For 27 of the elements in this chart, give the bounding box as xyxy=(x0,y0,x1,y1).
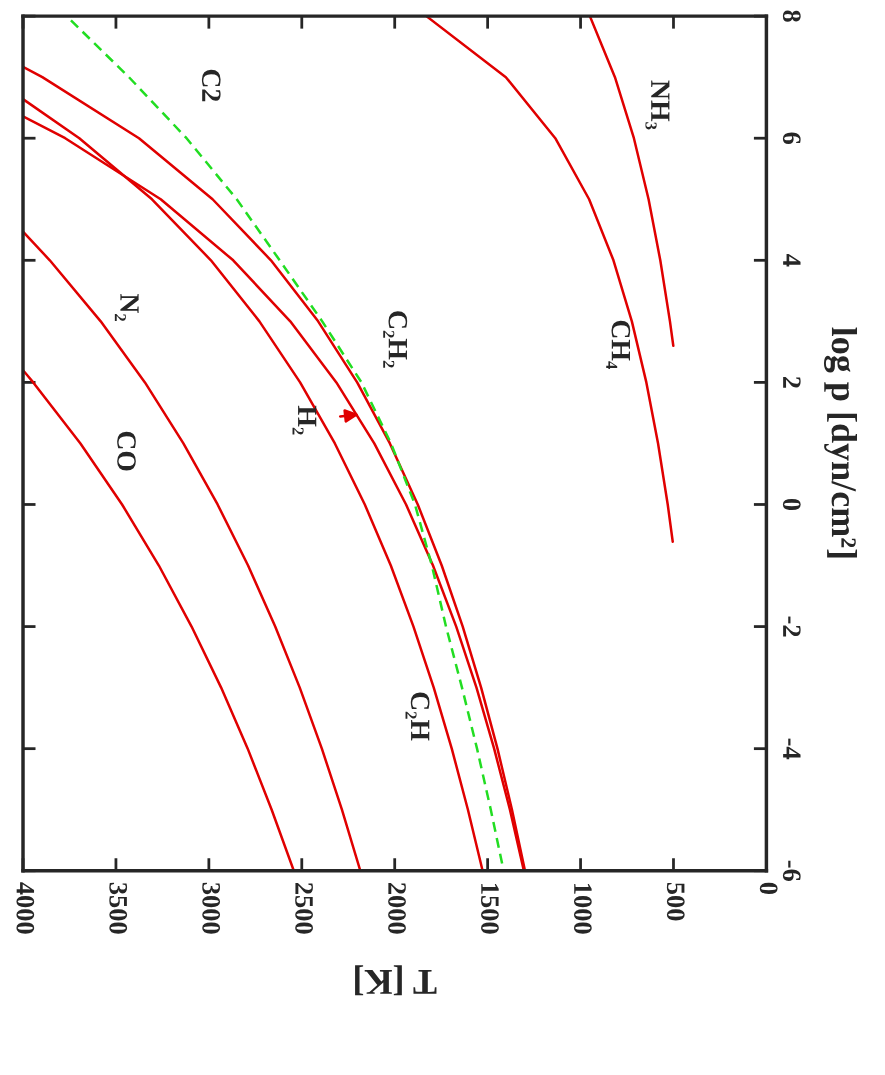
annotation: CH₄ xyxy=(606,320,631,370)
x-axis-title: T [K] xyxy=(355,965,437,996)
y-tick-label: 8 xyxy=(782,10,801,22)
annotation: N₂ xyxy=(114,293,139,322)
x-tick-label: 2000 xyxy=(388,882,406,934)
y-tick-label: 2 xyxy=(783,376,801,388)
y-tick-label: -6 xyxy=(782,860,801,881)
y-tick-label: 4 xyxy=(783,254,801,267)
annotation: H₂ xyxy=(292,405,317,435)
y-tick-label: 0 xyxy=(782,498,801,511)
y-tick-label: -2 xyxy=(783,616,801,637)
y-tick-label: 6 xyxy=(782,132,801,145)
y-tick-label: -4 xyxy=(783,738,801,760)
x-tick-label: 4000 xyxy=(16,882,35,934)
annotation: NH₃ xyxy=(645,80,670,130)
x-tick-label: 2500 xyxy=(295,882,313,934)
y-axis-title: log p [dyn/cm²] xyxy=(823,327,858,558)
annotation: C₂H₂ xyxy=(383,311,408,368)
annotation: C2 xyxy=(201,69,221,102)
x-tick-label: 3500 xyxy=(109,882,128,934)
x-tick-label: 3000 xyxy=(202,882,221,934)
annotation: CO xyxy=(117,431,136,471)
x-tick-label: 0 xyxy=(759,882,778,895)
x-tick-label: 500 xyxy=(666,882,685,921)
annotation: C₂H xyxy=(405,692,430,741)
x-tick-label: 1500 xyxy=(481,883,499,934)
x-tick-label: 1000 xyxy=(573,883,592,934)
